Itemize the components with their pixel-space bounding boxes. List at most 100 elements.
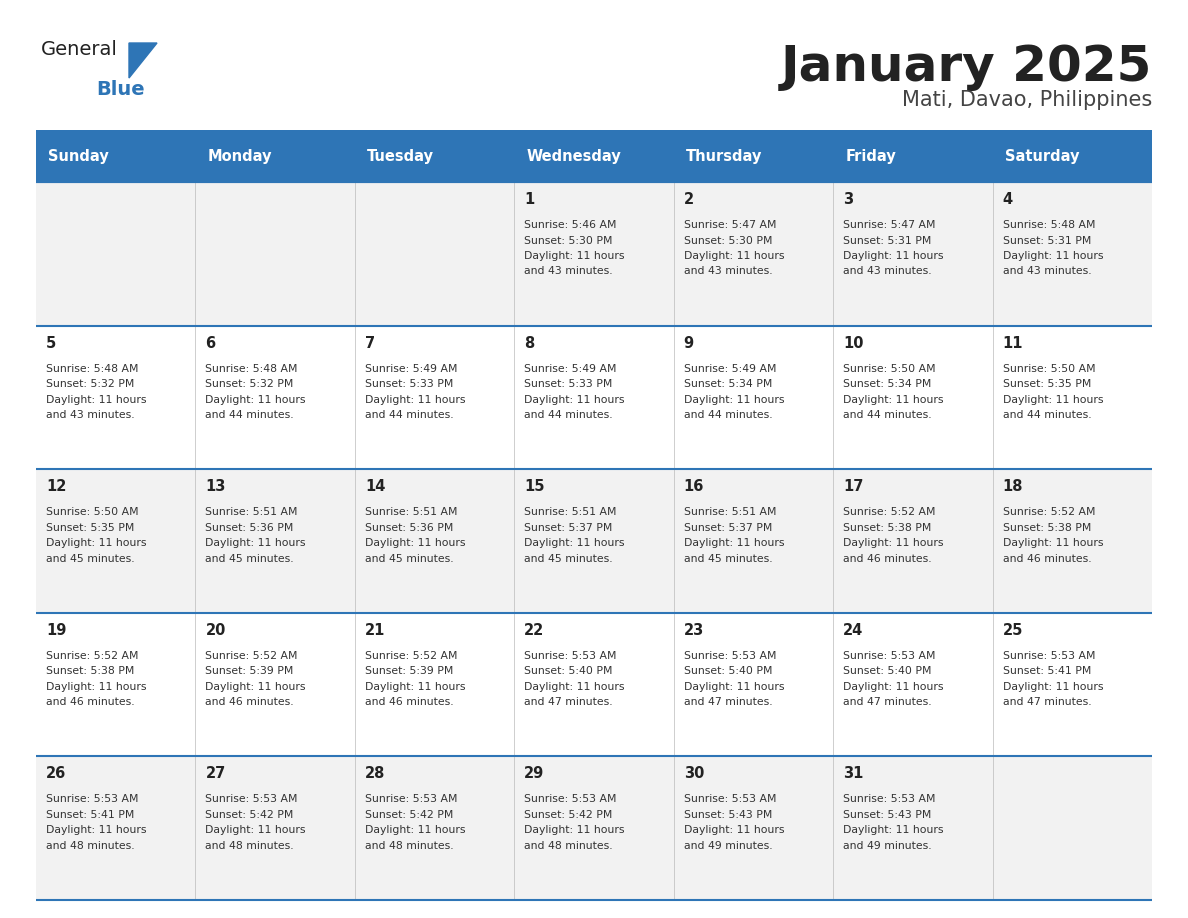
Text: Sunrise: 5:52 AM: Sunrise: 5:52 AM (46, 651, 139, 661)
Text: 12: 12 (46, 479, 67, 494)
Bar (36, 130, 1152, 182)
Bar (36, 613, 1152, 756)
Text: and 44 minutes.: and 44 minutes. (524, 410, 613, 420)
Text: Sunrise: 5:46 AM: Sunrise: 5:46 AM (524, 220, 617, 230)
Text: and 47 minutes.: and 47 minutes. (843, 698, 931, 707)
Text: Sunrise: 5:49 AM: Sunrise: 5:49 AM (684, 364, 776, 374)
Text: Sunset: 5:37 PM: Sunset: 5:37 PM (684, 522, 772, 532)
Text: 4: 4 (1003, 192, 1012, 207)
Text: and 49 minutes.: and 49 minutes. (684, 841, 772, 851)
Text: Sunset: 5:41 PM: Sunset: 5:41 PM (1003, 666, 1091, 677)
Text: Sunrise: 5:53 AM: Sunrise: 5:53 AM (1003, 651, 1095, 661)
Text: Daylight: 11 hours: Daylight: 11 hours (206, 825, 307, 835)
Text: Sunset: 5:35 PM: Sunset: 5:35 PM (1003, 379, 1091, 389)
Text: Sunset: 5:42 PM: Sunset: 5:42 PM (524, 810, 613, 820)
Text: and 46 minutes.: and 46 minutes. (206, 698, 295, 707)
Text: and 46 minutes.: and 46 minutes. (1003, 554, 1092, 564)
Text: Sunset: 5:36 PM: Sunset: 5:36 PM (365, 522, 454, 532)
Text: and 49 minutes.: and 49 minutes. (843, 841, 931, 851)
Text: 13: 13 (206, 479, 226, 494)
Text: Monday: Monday (208, 149, 272, 163)
Text: Sunset: 5:43 PM: Sunset: 5:43 PM (843, 810, 931, 820)
Text: 29: 29 (524, 767, 544, 781)
Text: Sunrise: 5:53 AM: Sunrise: 5:53 AM (524, 651, 617, 661)
Text: Sunrise: 5:51 AM: Sunrise: 5:51 AM (524, 508, 617, 517)
Text: Daylight: 11 hours: Daylight: 11 hours (1003, 251, 1104, 261)
Text: Daylight: 11 hours: Daylight: 11 hours (684, 682, 784, 692)
Text: Daylight: 11 hours: Daylight: 11 hours (524, 682, 625, 692)
Text: Sunset: 5:36 PM: Sunset: 5:36 PM (206, 522, 293, 532)
Text: Mati, Davao, Philippines: Mati, Davao, Philippines (902, 90, 1152, 110)
Text: Sunrise: 5:53 AM: Sunrise: 5:53 AM (365, 794, 457, 804)
Text: and 43 minutes.: and 43 minutes. (46, 410, 134, 420)
Text: Sunrise: 5:49 AM: Sunrise: 5:49 AM (365, 364, 457, 374)
Text: 30: 30 (684, 767, 704, 781)
Text: 2: 2 (684, 192, 694, 207)
Text: 17: 17 (843, 479, 864, 494)
Text: Wednesday: Wednesday (526, 149, 621, 163)
Text: 6: 6 (206, 336, 215, 351)
Bar (36, 182, 1152, 326)
Text: Daylight: 11 hours: Daylight: 11 hours (524, 538, 625, 548)
Text: and 47 minutes.: and 47 minutes. (684, 698, 772, 707)
Text: and 47 minutes.: and 47 minutes. (1003, 698, 1092, 707)
Text: Daylight: 11 hours: Daylight: 11 hours (843, 682, 943, 692)
Text: Daylight: 11 hours: Daylight: 11 hours (46, 825, 146, 835)
Text: Sunset: 5:34 PM: Sunset: 5:34 PM (843, 379, 931, 389)
Text: and 44 minutes.: and 44 minutes. (1003, 410, 1092, 420)
Text: and 48 minutes.: and 48 minutes. (206, 841, 295, 851)
Text: and 44 minutes.: and 44 minutes. (365, 410, 454, 420)
Text: and 45 minutes.: and 45 minutes. (206, 554, 295, 564)
Text: Sunset: 5:40 PM: Sunset: 5:40 PM (843, 666, 931, 677)
Text: Sunset: 5:38 PM: Sunset: 5:38 PM (1003, 522, 1091, 532)
Text: 15: 15 (524, 479, 545, 494)
Text: Sunset: 5:43 PM: Sunset: 5:43 PM (684, 810, 772, 820)
Text: Sunrise: 5:49 AM: Sunrise: 5:49 AM (524, 364, 617, 374)
Text: 3: 3 (843, 192, 853, 207)
Text: Sunrise: 5:47 AM: Sunrise: 5:47 AM (684, 220, 776, 230)
Text: Daylight: 11 hours: Daylight: 11 hours (206, 682, 307, 692)
Text: 7: 7 (365, 336, 375, 351)
Text: 8: 8 (524, 336, 535, 351)
Text: Daylight: 11 hours: Daylight: 11 hours (843, 825, 943, 835)
Text: 1: 1 (524, 192, 535, 207)
Text: and 45 minutes.: and 45 minutes. (365, 554, 454, 564)
Text: Daylight: 11 hours: Daylight: 11 hours (365, 538, 466, 548)
Text: Sunrise: 5:48 AM: Sunrise: 5:48 AM (206, 364, 298, 374)
Text: Sunrise: 5:52 AM: Sunrise: 5:52 AM (206, 651, 298, 661)
Text: Daylight: 11 hours: Daylight: 11 hours (843, 395, 943, 405)
Text: 25: 25 (1003, 622, 1023, 638)
Bar (36, 756, 1152, 900)
Text: Saturday: Saturday (1005, 149, 1079, 163)
Text: Sunrise: 5:53 AM: Sunrise: 5:53 AM (684, 794, 776, 804)
Text: and 43 minutes.: and 43 minutes. (843, 266, 931, 276)
Text: Sunset: 5:40 PM: Sunset: 5:40 PM (684, 666, 772, 677)
Text: and 44 minutes.: and 44 minutes. (684, 410, 772, 420)
Text: Daylight: 11 hours: Daylight: 11 hours (46, 395, 146, 405)
Text: Thursday: Thursday (685, 149, 762, 163)
Text: Sunday: Sunday (48, 149, 109, 163)
Text: Daylight: 11 hours: Daylight: 11 hours (365, 682, 466, 692)
Text: 9: 9 (684, 336, 694, 351)
Text: Sunset: 5:39 PM: Sunset: 5:39 PM (206, 666, 293, 677)
Text: 22: 22 (524, 622, 544, 638)
Text: Sunset: 5:31 PM: Sunset: 5:31 PM (1003, 236, 1091, 245)
Text: Sunset: 5:38 PM: Sunset: 5:38 PM (843, 522, 931, 532)
Text: Sunrise: 5:52 AM: Sunrise: 5:52 AM (843, 508, 936, 517)
Text: 23: 23 (684, 622, 704, 638)
Text: Daylight: 11 hours: Daylight: 11 hours (1003, 395, 1104, 405)
Text: Sunrise: 5:51 AM: Sunrise: 5:51 AM (206, 508, 298, 517)
Text: 11: 11 (1003, 336, 1023, 351)
Text: Sunrise: 5:51 AM: Sunrise: 5:51 AM (365, 508, 457, 517)
Bar (36, 469, 1152, 613)
Text: Sunset: 5:30 PM: Sunset: 5:30 PM (524, 236, 613, 245)
Text: Sunset: 5:31 PM: Sunset: 5:31 PM (843, 236, 931, 245)
Text: Sunrise: 5:48 AM: Sunrise: 5:48 AM (1003, 220, 1095, 230)
Text: Sunrise: 5:53 AM: Sunrise: 5:53 AM (206, 794, 298, 804)
Text: Daylight: 11 hours: Daylight: 11 hours (1003, 682, 1104, 692)
Text: Daylight: 11 hours: Daylight: 11 hours (684, 538, 784, 548)
Polygon shape (129, 43, 157, 78)
Text: and 48 minutes.: and 48 minutes. (365, 841, 454, 851)
Text: and 45 minutes.: and 45 minutes. (524, 554, 613, 564)
Text: Sunset: 5:41 PM: Sunset: 5:41 PM (46, 810, 134, 820)
